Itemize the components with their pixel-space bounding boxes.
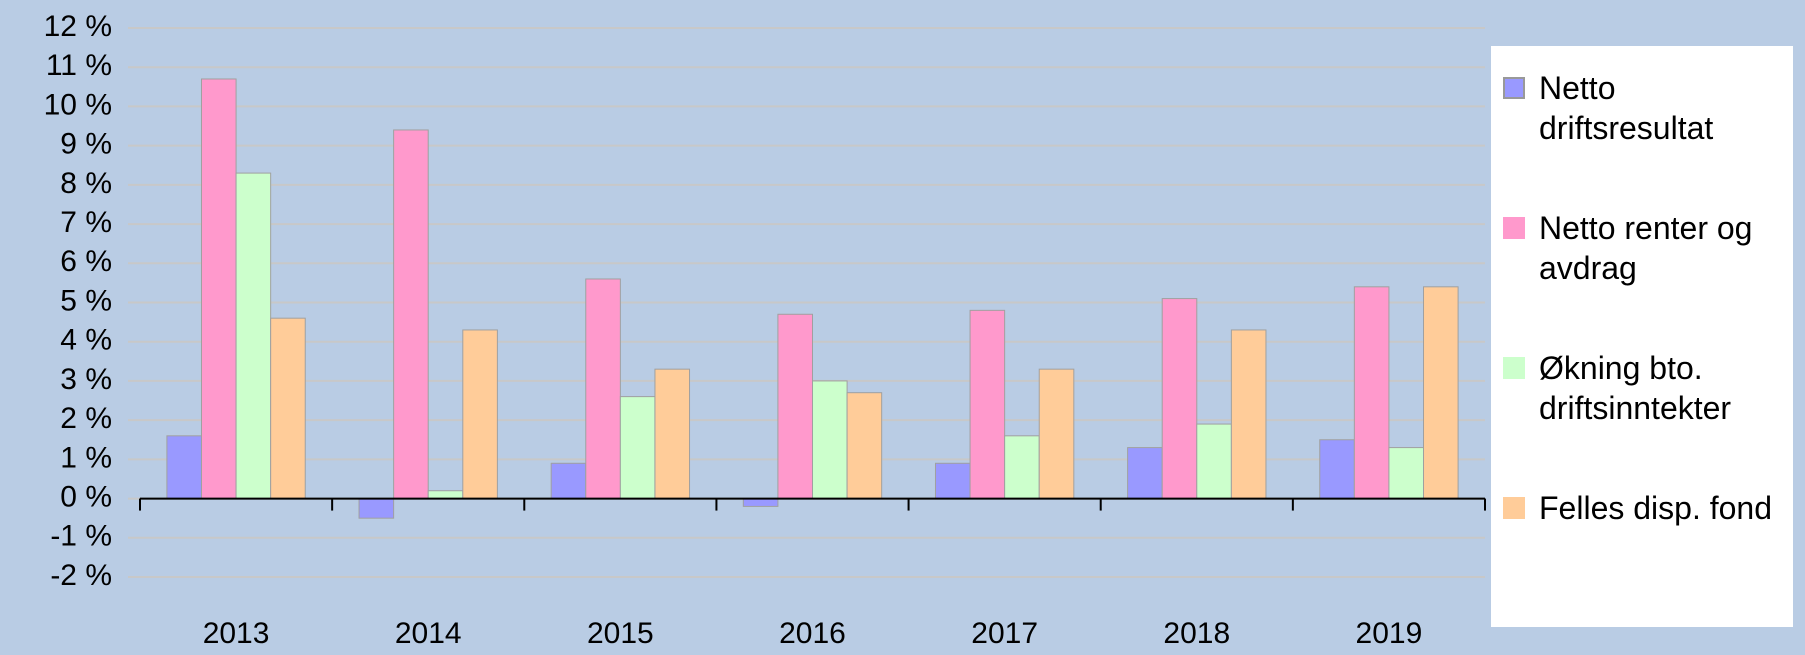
bar xyxy=(270,317,306,500)
chart: -2 % -1 % 0 % 1 % 2 % 3 % 4 % 5 % 6 % 7 % 8 % 9 % 10… xyxy=(44,10,1486,650)
bar xyxy=(1127,447,1163,500)
bar xyxy=(1230,329,1267,500)
bar xyxy=(200,78,237,500)
bar xyxy=(550,462,587,500)
legend-item: Felles disp. fond xyxy=(1503,488,1793,628)
y-tick-label: 7 % xyxy=(60,206,112,239)
legend-label: Økning bto. driftsinntekter xyxy=(1539,350,1732,426)
y-tick-label: 2 % xyxy=(60,402,112,435)
bar xyxy=(969,309,1006,500)
legend: Netto driftsresultat Netto renter og avdr… xyxy=(1491,46,1793,627)
bar xyxy=(1038,368,1075,500)
y-tick-label: 4 % xyxy=(60,324,112,357)
x-tick-label: 2013 xyxy=(203,617,270,650)
bar xyxy=(619,396,656,500)
y-tick-label: 3 % xyxy=(60,363,112,396)
y-tick-label: 0 % xyxy=(60,480,112,513)
bar xyxy=(427,490,464,500)
legend-item: Netto renter og avdrag xyxy=(1503,208,1793,348)
legend-label: Felles disp. fond xyxy=(1539,490,1773,526)
bar xyxy=(777,313,814,500)
y-tick-label: 11 % xyxy=(46,49,112,82)
legend-label: Netto driftsresultat xyxy=(1539,70,1714,146)
legend-label: Netto renter og avdrag xyxy=(1539,210,1753,286)
y-tick-label: -2 % xyxy=(50,559,112,592)
y-tick-label: 1 % xyxy=(60,441,112,474)
y-tick-label: 6 % xyxy=(60,245,112,278)
bar xyxy=(358,498,395,519)
legend-swatch xyxy=(1503,217,1525,239)
bar xyxy=(1319,439,1355,500)
bar xyxy=(585,278,621,500)
bar xyxy=(235,172,272,500)
bar xyxy=(166,435,202,500)
y-tick-label: 10 % xyxy=(44,88,112,121)
bar xyxy=(1004,435,1040,500)
x-tick-label: 2019 xyxy=(1356,617,1423,650)
y-tick-label: 8 % xyxy=(60,167,112,200)
legend-swatch xyxy=(1503,357,1525,379)
legend-swatch xyxy=(1503,77,1525,99)
bar xyxy=(462,329,498,500)
bar xyxy=(1388,447,1425,500)
x-tick-label: 2018 xyxy=(1163,617,1230,650)
legend-item: Netto driftsresultat xyxy=(1503,68,1793,208)
y-tick-label: 9 % xyxy=(60,128,112,161)
x-tick-label: 2015 xyxy=(587,617,654,650)
bar xyxy=(1423,286,1459,500)
bar xyxy=(393,129,429,500)
legend-swatch xyxy=(1503,497,1525,519)
bar xyxy=(846,392,883,500)
bar xyxy=(934,462,971,500)
bar xyxy=(812,380,848,500)
x-tick-label: 2016 xyxy=(779,617,846,650)
legend-item: Økning bto. driftsinntekter xyxy=(1503,348,1793,488)
bar xyxy=(742,498,779,507)
x-tick-label: 2017 xyxy=(971,617,1038,650)
y-tick-label: -1 % xyxy=(50,520,112,553)
x-tick-label: 2014 xyxy=(395,617,462,650)
bar xyxy=(1196,423,1232,500)
bar xyxy=(1353,286,1390,500)
bar xyxy=(654,368,691,500)
y-tick-label: 5 % xyxy=(60,284,112,317)
bar xyxy=(1161,298,1198,500)
y-tick-label: 12 % xyxy=(44,10,112,43)
